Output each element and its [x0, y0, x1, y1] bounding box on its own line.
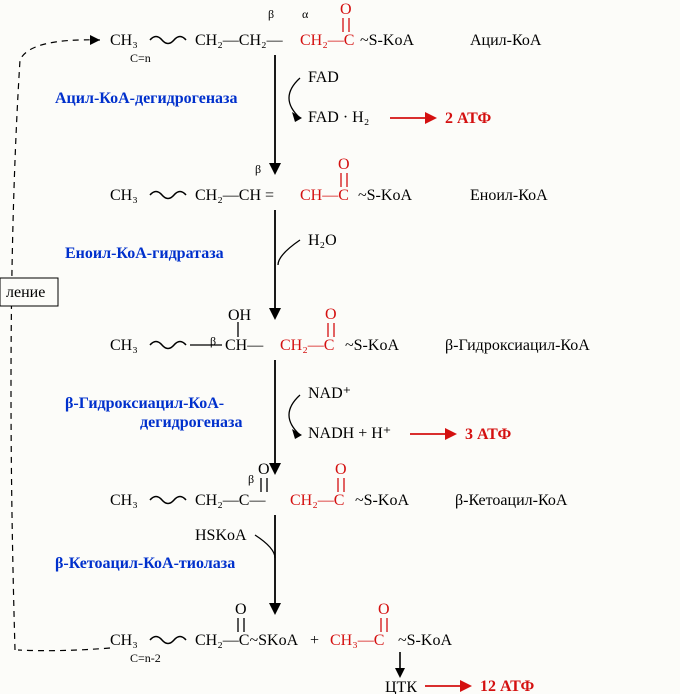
m3-o: O	[325, 306, 337, 323]
m1-mid: CH₂—C	[300, 32, 354, 49]
side-box-label: ление	[6, 284, 45, 301]
recycle-start	[18, 648, 110, 651]
enzyme-2: Еноил-КоА-гидратаза	[65, 245, 224, 262]
molecule-enoyl-coa: CH₃ CH₂—CH = CH—C ~S-KoA β O Еноил-КоА	[110, 156, 548, 204]
enzyme-1: Ацил-КоА-дегидрогеназа	[55, 90, 237, 107]
m1-wavy	[150, 37, 186, 44]
m4-chain: CH₂—C—	[195, 492, 266, 509]
m1-o: O	[340, 1, 352, 18]
m2-skoa: ~S-KoA	[358, 187, 412, 204]
enzyme-3a: β-Гидроксиацил-КоА-	[65, 395, 224, 412]
enzyme-3b: дегидрогеназа	[140, 414, 242, 431]
m5-ch3: CH₃	[110, 632, 138, 649]
m1-chain: CH₂—CH₂—	[195, 32, 284, 49]
m4-beta: β	[248, 472, 254, 486]
m4-label: β-Кетоацил-КоА	[455, 492, 568, 509]
cof1-curve	[289, 78, 300, 118]
m3-mid: CH₂—C	[280, 337, 334, 354]
m5-sub: C=n-2	[130, 651, 161, 665]
m3-ch3: CH₃	[110, 337, 138, 354]
m5-chain: CH₂—C~SKoA	[195, 632, 299, 649]
m3-beta: β	[210, 334, 216, 348]
m2-mid: CH—C	[300, 187, 349, 204]
cof1-in: FAD	[308, 69, 339, 86]
cof3-atp: 3 АТФ	[465, 426, 511, 443]
m4-mid: CH₂—C	[290, 492, 344, 509]
cof2-in: H₂O	[308, 232, 337, 249]
m5-skoa: ~S-KoA	[398, 632, 452, 649]
m2-chain: CH₂—CH =	[195, 187, 274, 204]
m5-o1: O	[235, 601, 247, 618]
cof4-in: HSKoA	[195, 527, 247, 544]
m4-o1: O	[258, 461, 270, 478]
tca-atp: 12 АТФ	[480, 678, 534, 694]
tca-label: ЦТК	[385, 679, 417, 694]
beta-oxidation-diagram: CH₃ CH₂—CH₂— CH₂—C ~S-KoA β α O C=n Ацил…	[0, 0, 680, 694]
m5-plus: +	[310, 632, 319, 649]
m1-beta: β	[268, 7, 274, 21]
m1-sub: C=n	[130, 51, 151, 65]
m3-label: β-Гидроксиацил-КоА	[445, 337, 590, 354]
m2-o: O	[338, 156, 350, 173]
m4-o2: O	[335, 461, 347, 478]
cof3-in: NAD⁺	[308, 385, 351, 402]
molecule-hydroxyacyl: CH₃ CH— CH₂—C ~S-KoA OH β O β-Гидроксиац…	[110, 306, 590, 354]
molecule-acyl-coa: CH₃ CH₂—CH₂— CH₂—C ~S-KoA β α O C=n Ацил…	[110, 1, 542, 65]
m1-label: Ацил-КоА	[470, 32, 542, 49]
m2-beta: β	[255, 162, 261, 176]
m4-skoa: ~S-KoA	[355, 492, 409, 509]
m1-alpha: α	[302, 7, 309, 21]
m2-label: Еноил-КоА	[470, 187, 548, 204]
m3-oh: OH	[228, 307, 252, 324]
m1-ch3: CH₃	[110, 32, 138, 49]
m5-o2: O	[378, 601, 390, 618]
m5-mid: CH₃—C	[330, 632, 384, 649]
m3-chain: CH—	[225, 337, 264, 354]
cof3-out: NADH + H⁺	[308, 425, 391, 442]
cof1-out: FAD · H₂	[308, 109, 369, 126]
cof1-atp: 2 АТФ	[445, 110, 491, 127]
m3-skoa: ~S-KoA	[345, 337, 399, 354]
molecule-ketoacyl: CH₃ CH₂—C— CH₂—C ~S-KoA β O O β-Кетоацил…	[110, 461, 568, 509]
m2-ch3: CH₃	[110, 187, 138, 204]
enzyme-4: β-Кетоацил-КоА-тиолаза	[55, 555, 235, 572]
molecule-products: CH₃ CH₂—C~SKoA O + CH₃—C ~S-KoA O C=n-2	[110, 601, 452, 665]
m1-skoa: ~S-KoA	[360, 32, 414, 49]
m4-ch3: CH₃	[110, 492, 138, 509]
